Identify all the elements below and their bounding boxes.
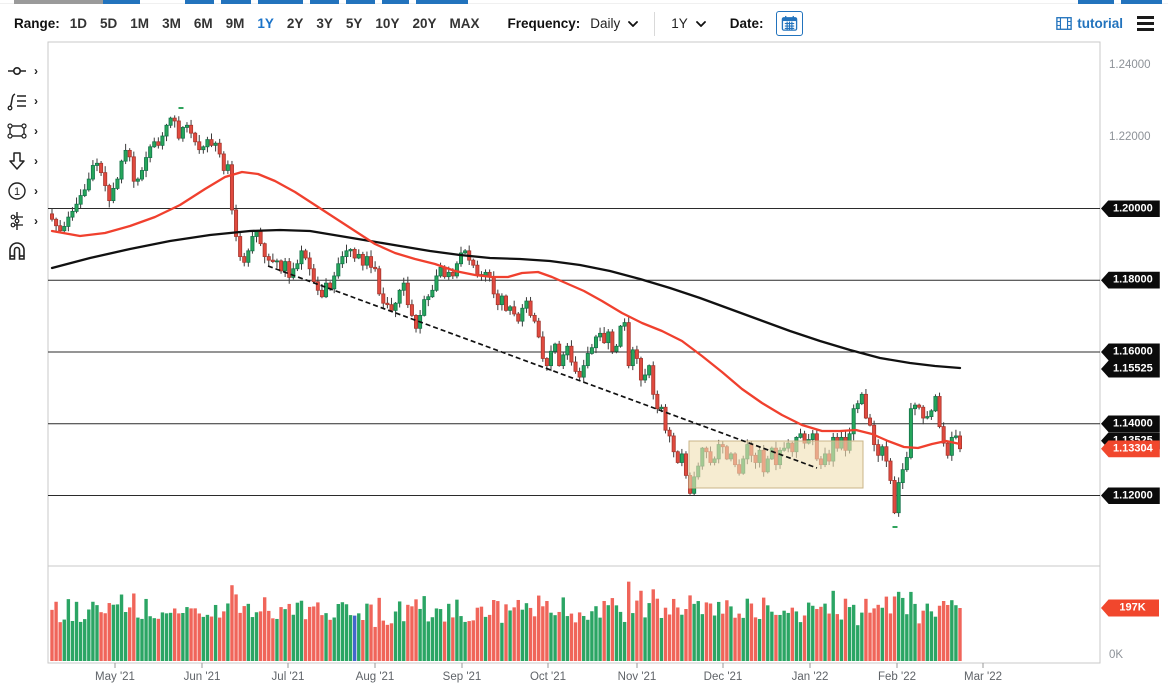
x-axis-label: Nov '21 xyxy=(617,671,657,683)
calendar-icon xyxy=(781,15,797,31)
clipped-nav-segment xyxy=(103,0,140,4)
period-value: 1Y xyxy=(671,16,688,31)
range-option-1Y[interactable]: 1Y xyxy=(257,16,274,31)
hline-price-tag: 1.18000 xyxy=(1101,271,1160,289)
volume-bars xyxy=(50,581,962,661)
tool-magnet-snap[interactable] xyxy=(0,236,48,266)
clipped-nav-segment xyxy=(1121,0,1162,4)
toolbar-divider xyxy=(654,11,656,36)
tool-pattern-lines[interactable]: › xyxy=(0,86,48,116)
date-label: Date: xyxy=(729,16,764,31)
range-option-2Y[interactable]: 2Y xyxy=(286,16,304,31)
pattern-lines-icon xyxy=(7,93,26,111)
submenu-chevron-icon: › xyxy=(34,124,38,138)
x-axis-label: Jun '21 xyxy=(183,671,221,683)
clipped-nav-segment xyxy=(14,0,103,4)
x-axis-label: Jul '21 xyxy=(271,671,305,683)
period-select[interactable]: 1Y xyxy=(671,16,706,31)
trendline xyxy=(267,265,818,469)
submenu-chevron-icon: › xyxy=(34,64,38,78)
tutorial-link[interactable]: tutorial xyxy=(1056,16,1123,31)
range-label: Range: xyxy=(14,16,60,31)
frequency-label: Frequency: xyxy=(507,16,581,31)
x-axis-label: Aug '21 xyxy=(355,671,395,683)
x-axis-label: Mar '22 xyxy=(964,671,1002,683)
range-option-3Y[interactable]: 3Y xyxy=(316,16,333,31)
hline-price-tag: 1.16000 xyxy=(1101,343,1160,361)
clipped-nav-segment xyxy=(1078,0,1114,4)
submenu-chevron-icon: › xyxy=(34,154,38,168)
tool-crossover-line[interactable]: › xyxy=(0,56,48,86)
signal-marker xyxy=(178,107,184,109)
range-option-5D[interactable]: 5D xyxy=(100,16,118,31)
range-option-6M[interactable]: 6M xyxy=(193,16,213,31)
clipped-nav-segment xyxy=(185,0,214,4)
crossover-line-icon xyxy=(8,67,26,76)
range-option-3M[interactable]: 3M xyxy=(162,16,181,31)
frequency-select[interactable]: Daily xyxy=(590,16,639,31)
svg-text:1: 1 xyxy=(14,186,20,198)
x-axis-label: Feb '22 xyxy=(878,671,916,683)
number-annotation-icon: 1 xyxy=(8,182,26,200)
tool-shape-rectangle[interactable]: › xyxy=(0,116,48,146)
chart-toolbar: Range: 1D 5D 1M 3M 6M 9M 1Y 2Y 3Y 5Y 10Y 20Y MAX Fre… xyxy=(0,5,1168,42)
measure-gauge-icon xyxy=(10,212,23,230)
volume-zero-label: 0K xyxy=(1109,649,1124,661)
clipped-nav-segment xyxy=(346,0,375,4)
clipped-nav-segment xyxy=(310,0,339,4)
range-options: 1D 5D 1M 3M 6M 9M 1Y 2Y 3Y 5Y 10Y 20Y MAX xyxy=(70,16,480,31)
ma-value-tag: 1.15525 xyxy=(1101,360,1160,378)
moving-average-fast-line xyxy=(50,170,962,450)
film-icon xyxy=(1056,17,1073,30)
x-axis-label: May '21 xyxy=(95,671,135,683)
shape-rectangle-icon xyxy=(7,123,27,139)
tutorial-label: tutorial xyxy=(1077,16,1123,31)
clipped-nav-segment xyxy=(382,0,409,4)
chevron-down-icon xyxy=(695,20,706,27)
magnet-snap-icon xyxy=(9,242,25,260)
range-option-1M[interactable]: 1M xyxy=(130,16,150,31)
consolidation-zone xyxy=(688,440,864,489)
last-price-tag: 1.13304 xyxy=(1101,440,1160,458)
x-axis-label: Sep '21 xyxy=(442,671,482,683)
drawing-toolbar: › › › › 1 › › xyxy=(0,56,48,266)
moving-average-slow-line xyxy=(50,228,962,370)
clipped-nav-segment xyxy=(221,0,251,4)
clipped-nav-segment xyxy=(416,0,468,4)
chevron-down-icon xyxy=(628,20,639,27)
price-axis-label: 1.24000 xyxy=(1109,59,1151,71)
range-option-1D[interactable]: 1D xyxy=(69,16,88,31)
tool-number-annotation[interactable]: 1 › xyxy=(0,176,48,206)
submenu-chevron-icon: › xyxy=(34,214,38,228)
range-option-5Y[interactable]: 5Y xyxy=(345,16,363,31)
x-axis-label: Dec '21 xyxy=(703,671,743,683)
submenu-chevron-icon: › xyxy=(34,184,38,198)
range-option-9M[interactable]: 9M xyxy=(225,16,245,31)
range-option-MAX[interactable]: MAX xyxy=(449,16,480,31)
menu-button[interactable] xyxy=(1137,16,1154,31)
horizontal-lines xyxy=(48,208,1100,496)
hline-price-tag: 1.14000 xyxy=(1101,415,1160,433)
frequency-value: Daily xyxy=(590,16,621,31)
price-axis-label: 1.22000 xyxy=(1109,130,1151,143)
tool-arrow-down[interactable]: › xyxy=(0,146,48,176)
date-picker-button[interactable] xyxy=(775,11,803,36)
submenu-chevron-icon: › xyxy=(34,94,38,108)
range-option-20Y[interactable]: 20Y xyxy=(412,16,437,31)
signal-marker xyxy=(892,526,898,528)
hline-price-tag: 1.20000 xyxy=(1101,200,1160,217)
range-option-10Y[interactable]: 10Y xyxy=(375,16,400,31)
last-volume-tag: 197K xyxy=(1101,599,1159,617)
clipped-nav-segment xyxy=(258,0,303,4)
top-clipped-nav-strip xyxy=(0,0,1168,4)
x-axis-label: Jan '22 xyxy=(791,671,829,683)
x-axis-ticks xyxy=(114,663,984,668)
x-axis-label: Oct '21 xyxy=(529,671,567,683)
hline-price-tag: 1.12000 xyxy=(1101,487,1160,504)
tool-measure-gauge[interactable]: › xyxy=(0,206,48,236)
arrow-down-icon xyxy=(9,152,25,170)
